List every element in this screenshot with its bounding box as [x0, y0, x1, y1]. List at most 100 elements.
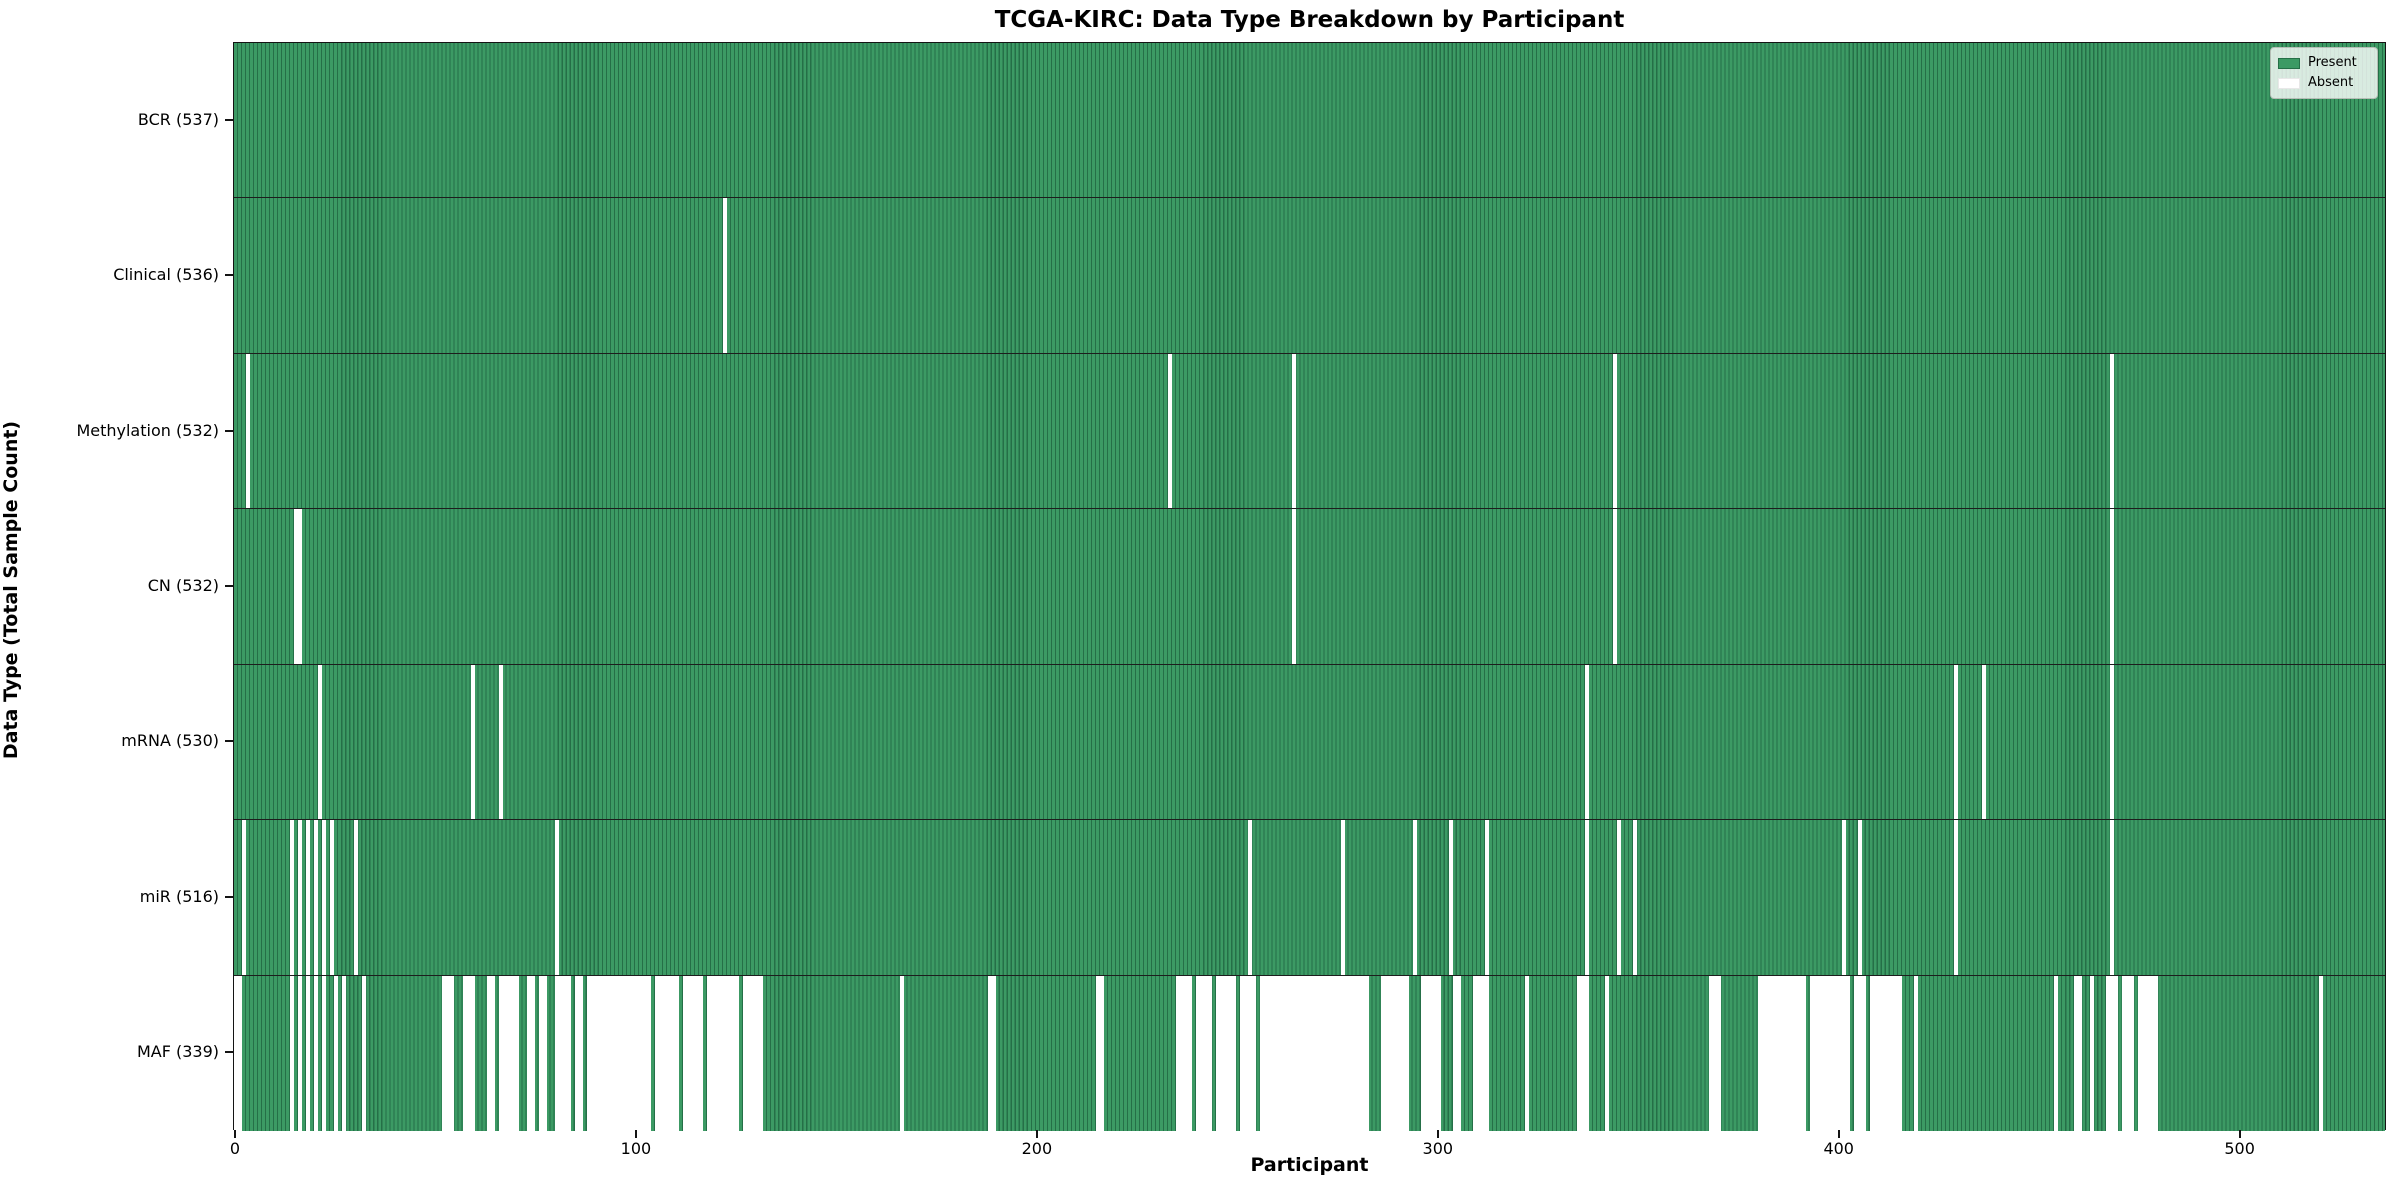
absent-stripe [2110, 509, 2115, 664]
y-tick-label-bcr: BCR (537) [137, 109, 219, 129]
absent-stripe [654, 975, 680, 1131]
absent-stripe [538, 975, 547, 1131]
absent-stripe [586, 975, 651, 1131]
absent-stripe [470, 664, 475, 820]
y-tick [225, 895, 233, 898]
y-tick-label-cn: CN (532) [147, 576, 219, 595]
absent-stripe [442, 975, 455, 1131]
absent-stripe [2110, 664, 2115, 820]
present-swatch-icon [2278, 57, 2300, 69]
y-tick [225, 429, 233, 432]
absent-stripe [318, 664, 323, 820]
absent-swatch-icon [2278, 77, 2300, 89]
absent-stripe [1613, 353, 1618, 509]
absent-stripe [1260, 975, 1369, 1131]
row-mir [234, 820, 2385, 976]
absent-stripe [1448, 820, 1453, 975]
absent-stripe [1585, 664, 1590, 820]
absent-stripe [290, 820, 295, 975]
absent-stripe [306, 975, 311, 1131]
chart-title: TCGA-KIRC: Data Type Breakdown by Partic… [994, 7, 1625, 33]
absent-stripe [1472, 975, 1489, 1131]
row-mrna [234, 664, 2385, 821]
absent-stripe [306, 820, 311, 975]
absent-stripe [486, 975, 495, 1131]
absent-stripe [2106, 975, 2119, 1131]
absent-stripe [1633, 820, 1638, 975]
legend-entry-absent: Absent [2278, 73, 2369, 93]
absent-stripe [574, 975, 583, 1131]
absent-stripe [987, 975, 996, 1131]
x-tick-label-200: 200 [1021, 1139, 1053, 1158]
row-clinical [234, 198, 2385, 354]
absent-stripe [1605, 975, 1610, 1131]
row-maf [234, 975, 2385, 1131]
absent-stripe [1613, 509, 1618, 664]
x-tick [634, 1130, 637, 1138]
absent-stripe [498, 975, 519, 1131]
absent-stripe [899, 975, 904, 1131]
absent-stripe [1953, 664, 1958, 820]
legend-absent-label: Absent [2308, 75, 2354, 90]
absent-stripe [707, 975, 740, 1131]
absent-stripe [498, 664, 503, 820]
absent-stripe [1757, 975, 1806, 1131]
absent-stripe [2138, 975, 2159, 1131]
absent-stripe [2110, 820, 2115, 975]
absent-stripe [2054, 975, 2059, 1131]
absent-stripe [354, 820, 359, 975]
y-tick-label-mrna: mRNA (530) [121, 731, 219, 751]
absent-stripe [1913, 975, 1918, 1131]
absent-stripe [2074, 975, 2083, 1131]
y-tick-label-mir: miR (516) [139, 886, 219, 906]
row-cn [234, 509, 2385, 665]
absent-stripe [234, 975, 243, 1131]
absent-stripe [1617, 820, 1622, 975]
absent-stripe [1096, 975, 1105, 1131]
absent-stripe [1412, 820, 1417, 975]
y-tick-label-methylation: Methylation (532) [76, 420, 219, 440]
absent-stripe [1176, 975, 1193, 1131]
legend-present-label: Present [2308, 55, 2357, 70]
plot-area [233, 42, 2386, 1131]
x-tick [2238, 1130, 2241, 1138]
absent-stripe [1809, 975, 1850, 1131]
absent-stripe [1216, 975, 1237, 1131]
x-tick-label-100: 100 [620, 1139, 652, 1158]
absent-stripe [1292, 353, 1297, 509]
absent-stripe [554, 820, 559, 975]
absent-stripe [322, 975, 327, 1131]
absent-stripe [683, 975, 704, 1131]
y-tick [225, 740, 233, 743]
absent-stripe [334, 975, 339, 1131]
absent-stripe [1857, 820, 1862, 975]
absent-stripe [362, 975, 367, 1131]
y-tick [225, 1051, 233, 1054]
x-tick [1436, 1130, 1439, 1138]
absent-stripe [1248, 820, 1253, 975]
absent-stripe [1709, 975, 1722, 1131]
absent-stripe [1452, 975, 1461, 1131]
absent-stripe [1380, 975, 1409, 1131]
absent-stripe [298, 975, 303, 1131]
x-tick [234, 1130, 236, 1138]
absent-stripe [2090, 975, 2095, 1131]
absent-stripe [246, 353, 251, 509]
x-tick-label-0: 0 [229, 1139, 241, 1158]
absent-stripe [242, 820, 247, 975]
y-tick-label-maf: MAF (339) [136, 1042, 219, 1062]
absent-stripe [2122, 975, 2135, 1131]
absent-stripe [554, 975, 571, 1131]
absent-stripe [330, 820, 335, 975]
absent-stripe [314, 820, 319, 975]
x-tick [1837, 1130, 1840, 1138]
x-tick-label-300: 300 [1422, 1139, 1454, 1158]
absent-stripe [290, 975, 295, 1131]
absent-stripe [1953, 820, 1958, 975]
x-tick [1035, 1130, 1038, 1138]
y-tick [225, 118, 233, 121]
absent-stripe [526, 975, 535, 1131]
absent-stripe [342, 975, 347, 1131]
absent-stripe [1292, 509, 1297, 664]
